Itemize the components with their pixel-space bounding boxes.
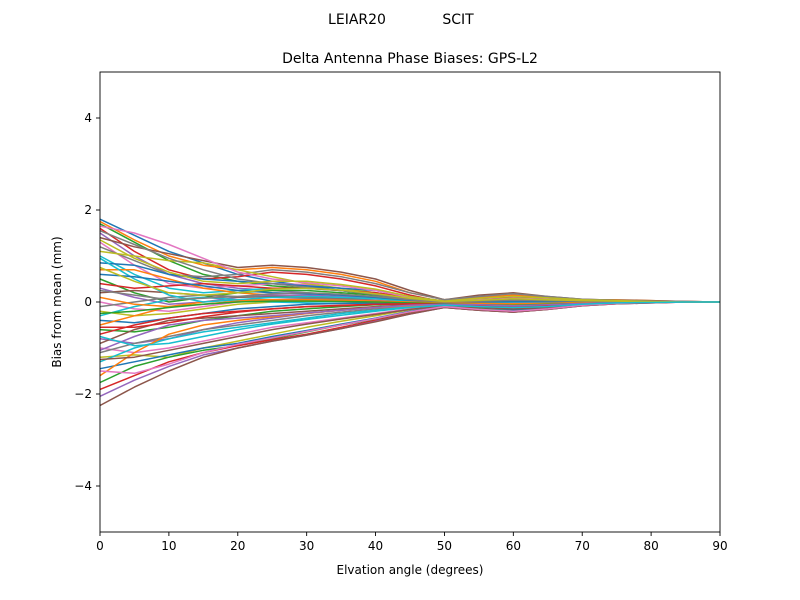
x-tick-label: 90 [712,539,727,553]
chart-title: Delta Antenna Phase Biases: GPS-L2 [282,51,538,67]
y-tick-label: 4 [84,111,92,125]
series-line-49 [99,266,720,303]
x-axis-ticks: 0 10 20 30 40 50 60 70 80 90 [96,532,728,553]
series-layer [99,218,721,407]
x-tick-label: 30 [299,539,314,553]
x-tick-label: 60 [506,539,521,553]
x-tick-label: 50 [437,539,452,553]
y-tick-label: −4 [74,479,92,493]
y-axis-label: Bias from mean (mm) [50,236,64,367]
figure-suptitle-right: SCIT [442,12,474,28]
y-tick-label: −2 [74,387,92,401]
x-tick-label: 80 [643,539,658,553]
y-tick-label: 2 [84,203,92,217]
x-axis-label: Elvation angle (degrees) [337,563,484,577]
series-line-35 [99,301,720,397]
figure-suptitle-left: LEIAR20 [328,12,386,28]
x-tick-label: 10 [161,539,176,553]
y-tick-label: 0 [84,295,92,309]
x-tick-label: 20 [230,539,245,553]
x-tick-label: 40 [368,539,383,553]
x-tick-label: 0 [96,539,104,553]
x-tick-label: 70 [575,539,590,553]
y-axis-ticks: −4 −2 0 2 4 [74,111,100,493]
series-line-50 [99,301,720,347]
series-line-36 [99,301,720,407]
